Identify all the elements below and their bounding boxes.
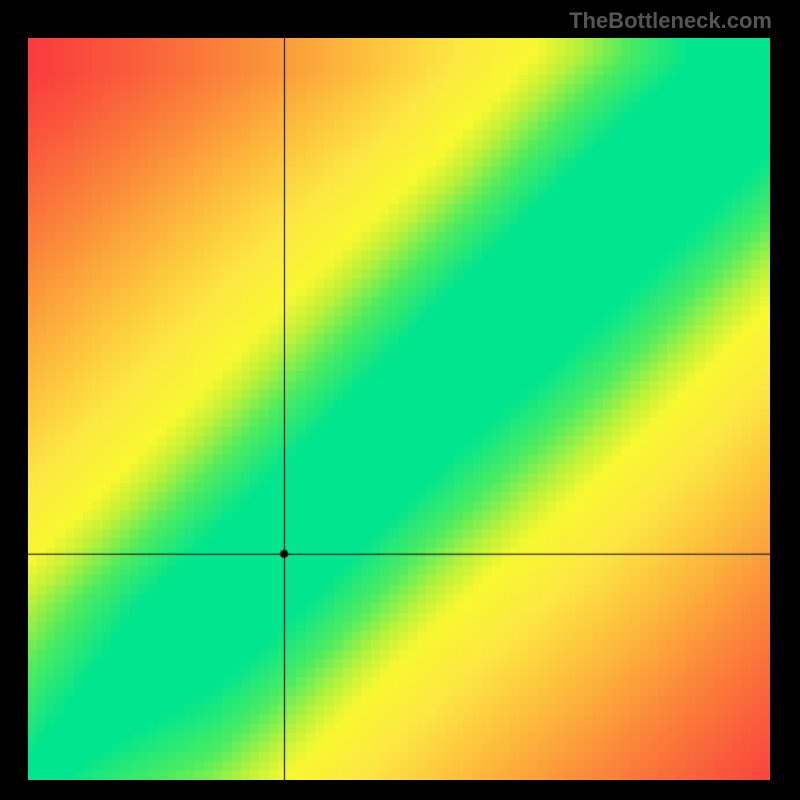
bottleneck-heatmap	[28, 38, 770, 780]
chart-container: { "watermark": { "text": "TheBottleneck.…	[0, 0, 800, 800]
watermark-text: TheBottleneck.com	[569, 8, 772, 34]
